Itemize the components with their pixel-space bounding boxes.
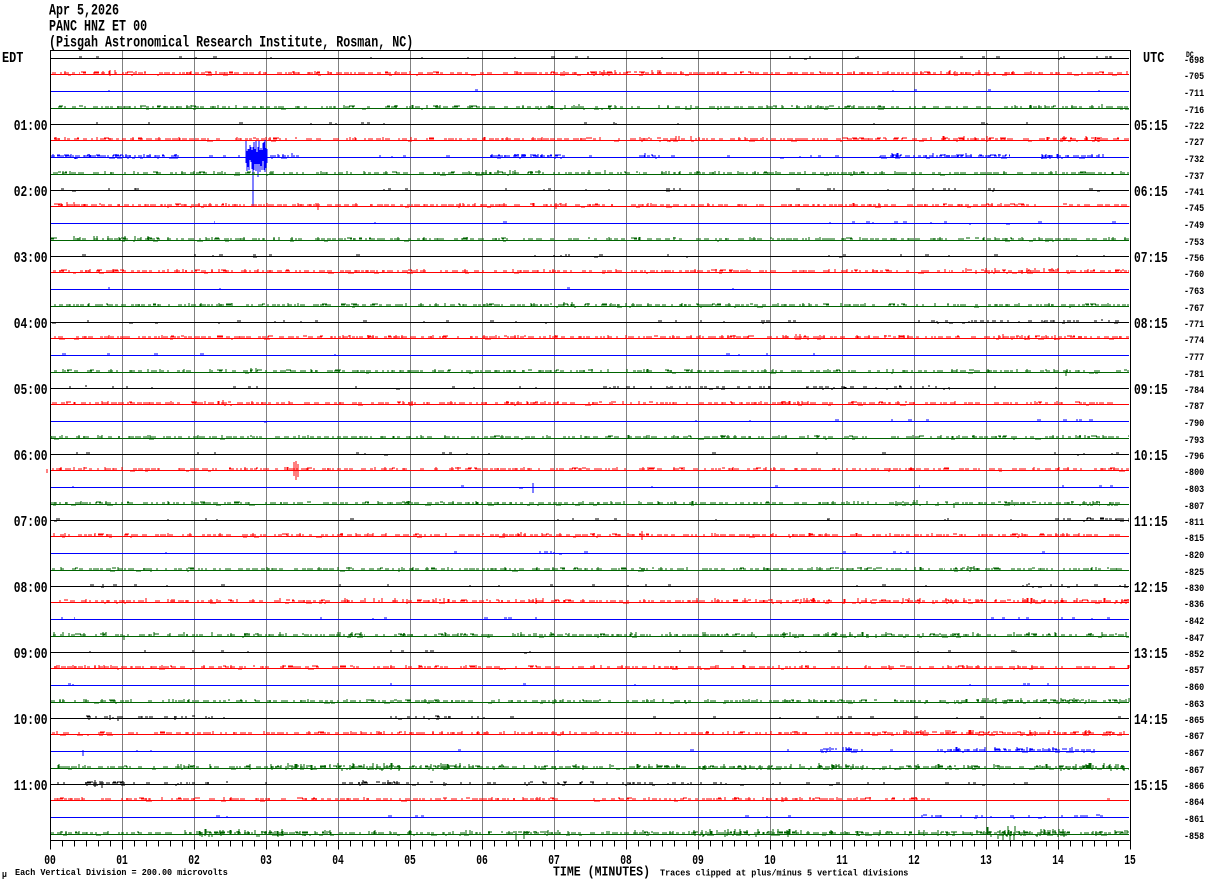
svg-text:-732: -732 [1184, 153, 1204, 165]
svg-text:-727: -727 [1184, 136, 1204, 148]
svg-text:09:15: 09:15 [1134, 382, 1168, 399]
svg-text:-737: -737 [1184, 170, 1204, 182]
svg-text:-698: -698 [1184, 54, 1205, 66]
svg-text:-722: -722 [1184, 120, 1204, 132]
svg-text:-771: -771 [1184, 318, 1205, 330]
svg-text:05:00: 05:00 [14, 382, 48, 399]
svg-text:-811: -811 [1184, 516, 1205, 528]
svg-text:-800: -800 [1184, 466, 1204, 478]
svg-text:13: 13 [980, 852, 992, 868]
svg-text:15: 15 [1124, 852, 1136, 868]
svg-text:-866: -866 [1184, 780, 1205, 792]
svg-text:-863: -863 [1184, 698, 1205, 710]
svg-text:-753: -753 [1184, 236, 1205, 248]
svg-text:03:00: 03:00 [14, 250, 48, 267]
svg-text:-790: -790 [1184, 417, 1204, 429]
svg-text:-803: -803 [1184, 483, 1205, 495]
svg-text:04: 04 [332, 852, 344, 868]
svg-text:μ: μ [2, 870, 7, 881]
svg-text:-860: -860 [1184, 681, 1204, 693]
svg-text:14:15: 14:15 [1134, 712, 1168, 729]
svg-text:-852: -852 [1184, 648, 1204, 660]
svg-text:11: 11 [836, 852, 848, 868]
svg-text:-820: -820 [1184, 549, 1204, 561]
svg-text:05: 05 [404, 852, 416, 868]
svg-text:-774: -774 [1184, 334, 1205, 346]
svg-text:-858: -858 [1184, 830, 1205, 842]
svg-text:07:15: 07:15 [1134, 250, 1168, 267]
svg-text:11:00: 11:00 [14, 778, 48, 795]
svg-text:-716: -716 [1184, 104, 1205, 116]
svg-text:07:00: 07:00 [14, 514, 48, 531]
svg-text:(Pisgah Astronomical Research: (Pisgah Astronomical Research Institute,… [49, 34, 413, 52]
svg-text:TIME (MINUTES): TIME (MINUTES) [553, 864, 650, 880]
svg-text:13:15: 13:15 [1134, 646, 1168, 663]
svg-text:Apr 5,2026: Apr 5,2026 [49, 2, 119, 20]
svg-text:-741: -741 [1184, 186, 1205, 198]
svg-text:07: 07 [548, 852, 560, 868]
svg-text:-867: -867 [1184, 730, 1204, 742]
svg-text:14: 14 [1052, 852, 1064, 868]
svg-text:-815: -815 [1184, 532, 1205, 544]
svg-text:EDT: EDT [2, 51, 23, 68]
svg-text:-760: -760 [1184, 268, 1204, 280]
svg-text:-864: -864 [1184, 796, 1205, 808]
svg-text:-836: -836 [1184, 598, 1205, 610]
svg-text:-763: -763 [1184, 285, 1205, 297]
svg-text:-842: -842 [1184, 615, 1204, 627]
svg-text:03: 03 [260, 852, 272, 868]
svg-text:UTC: UTC [1143, 51, 1164, 68]
svg-text:-781: -781 [1184, 368, 1205, 380]
svg-text:-807: -807 [1184, 500, 1204, 512]
svg-text:-705: -705 [1184, 70, 1205, 82]
svg-text:08:15: 08:15 [1134, 316, 1168, 333]
svg-text:-793: -793 [1184, 434, 1205, 446]
svg-text:-867: -867 [1184, 764, 1204, 776]
svg-text:08:00: 08:00 [14, 580, 48, 597]
svg-text:12: 12 [908, 852, 920, 868]
svg-text:-861: -861 [1184, 813, 1205, 825]
svg-text:06:00: 06:00 [14, 448, 48, 465]
svg-text:05:15: 05:15 [1134, 118, 1168, 135]
svg-text:-749: -749 [1184, 219, 1204, 231]
svg-text:-787: -787 [1184, 400, 1204, 412]
svg-text:-784: -784 [1184, 384, 1205, 396]
svg-text:09:00: 09:00 [14, 646, 48, 663]
svg-text:-865: -865 [1184, 714, 1205, 726]
svg-text:-767: -767 [1184, 302, 1204, 314]
svg-text:-830: -830 [1184, 582, 1204, 594]
svg-text:02: 02 [188, 852, 200, 868]
svg-text:00: 00 [44, 852, 56, 868]
svg-text:-857: -857 [1184, 664, 1204, 676]
svg-text:DC: DC [1186, 51, 1194, 60]
svg-text:12:15: 12:15 [1134, 580, 1168, 597]
svg-text:-777: -777 [1184, 351, 1204, 363]
svg-text:PANC HNZ ET 00: PANC HNZ ET 00 [49, 18, 147, 36]
svg-text:01:00: 01:00 [14, 118, 48, 135]
svg-text:10:00: 10:00 [14, 712, 48, 729]
svg-text:01: 01 [116, 852, 128, 868]
svg-text:15:15: 15:15 [1134, 778, 1168, 795]
svg-text:06: 06 [476, 852, 488, 868]
svg-text:02:00: 02:00 [14, 184, 48, 201]
svg-text:-867: -867 [1184, 747, 1204, 759]
svg-text:11:15: 11:15 [1134, 514, 1168, 531]
svg-text:-711: -711 [1184, 87, 1205, 99]
svg-text:Each Vertical Division = 200.: Each Vertical Division = 200.00 microvol… [15, 868, 228, 878]
svg-text:-847: -847 [1184, 632, 1204, 644]
svg-text:-756: -756 [1184, 252, 1205, 264]
svg-text:-825: -825 [1184, 566, 1205, 578]
svg-text:08: 08 [620, 852, 632, 868]
svg-text:Traces clipped at plus/minus 5: Traces clipped at plus/minus 5 vertical … [660, 868, 908, 878]
svg-text:09: 09 [692, 852, 704, 868]
svg-text:-745: -745 [1184, 202, 1205, 214]
svg-text:10:15: 10:15 [1134, 448, 1168, 465]
svg-text:-796: -796 [1184, 450, 1205, 462]
svg-text:06:15: 06:15 [1134, 184, 1168, 201]
svg-text:10: 10 [764, 852, 776, 868]
svg-text:04:00: 04:00 [14, 316, 48, 333]
